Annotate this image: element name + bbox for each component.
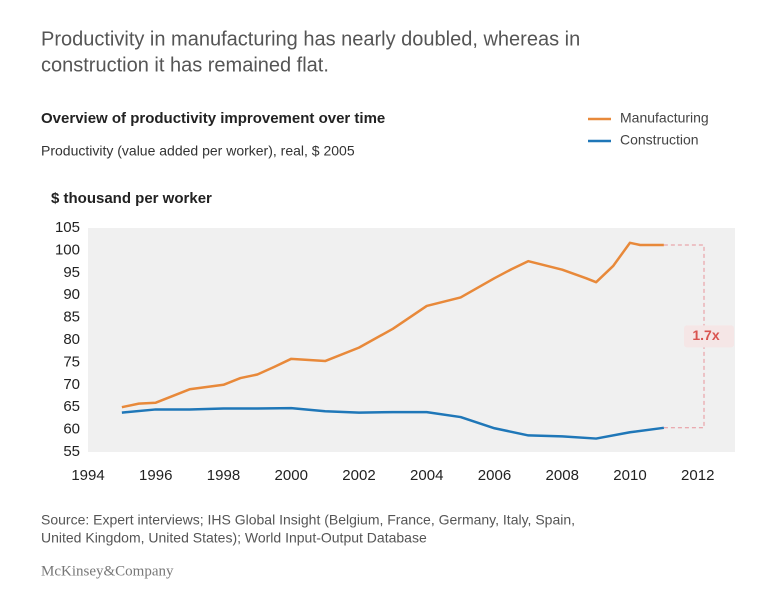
source: United Kingdom, United States); World In…	[41, 530, 427, 546]
x-tick-label: 2004	[410, 467, 443, 484]
annotation: 1.7x	[692, 327, 719, 343]
x-tick-label: 1996	[139, 467, 172, 484]
y-tick-label: 65	[63, 398, 80, 415]
legend-label: Construction	[620, 132, 699, 148]
legend-label: Manufacturing	[620, 110, 709, 126]
plot-area	[88, 228, 735, 452]
y-tick-label: 90	[63, 286, 80, 303]
chart-title: Overview of productivity improvement ove…	[41, 110, 385, 127]
y-tick-label: 60	[63, 421, 80, 438]
y-axis-label: $ thousand per worker	[51, 190, 212, 207]
x-tick-label: 2006	[478, 467, 511, 484]
brand: McKinsey&Company	[41, 563, 174, 579]
subtitle: Productivity (value added per worker), r…	[41, 143, 355, 159]
y-tick-label: 105	[55, 219, 80, 236]
x-tick-label: 1998	[207, 467, 240, 484]
y-tick-label: 85	[63, 309, 80, 326]
x-tick-label: 2012	[681, 467, 714, 484]
headline: Productivity in manufacturing has nearly…	[41, 28, 580, 50]
x-tick-label: 2002	[342, 467, 375, 484]
y-tick-label: 55	[63, 443, 80, 460]
annotation-box	[684, 325, 734, 348]
y-tick-label: 100	[55, 241, 80, 258]
y-tick-label: 80	[63, 331, 80, 348]
series-line	[121, 241, 664, 409]
series-line	[121, 406, 665, 440]
x-tick-label: 2000	[275, 467, 308, 484]
x-tick-label: 1994	[71, 467, 104, 484]
headline: construction it has remained flat.	[41, 54, 329, 76]
y-tick-label: 95	[63, 264, 80, 281]
y-tick-label: 75	[63, 353, 80, 370]
x-tick-label: 2010	[613, 467, 646, 484]
source: Source: Expert interviews; IHS Global In…	[41, 512, 575, 528]
y-tick-label: 70	[63, 376, 80, 393]
x-tick-label: 2008	[546, 467, 579, 484]
